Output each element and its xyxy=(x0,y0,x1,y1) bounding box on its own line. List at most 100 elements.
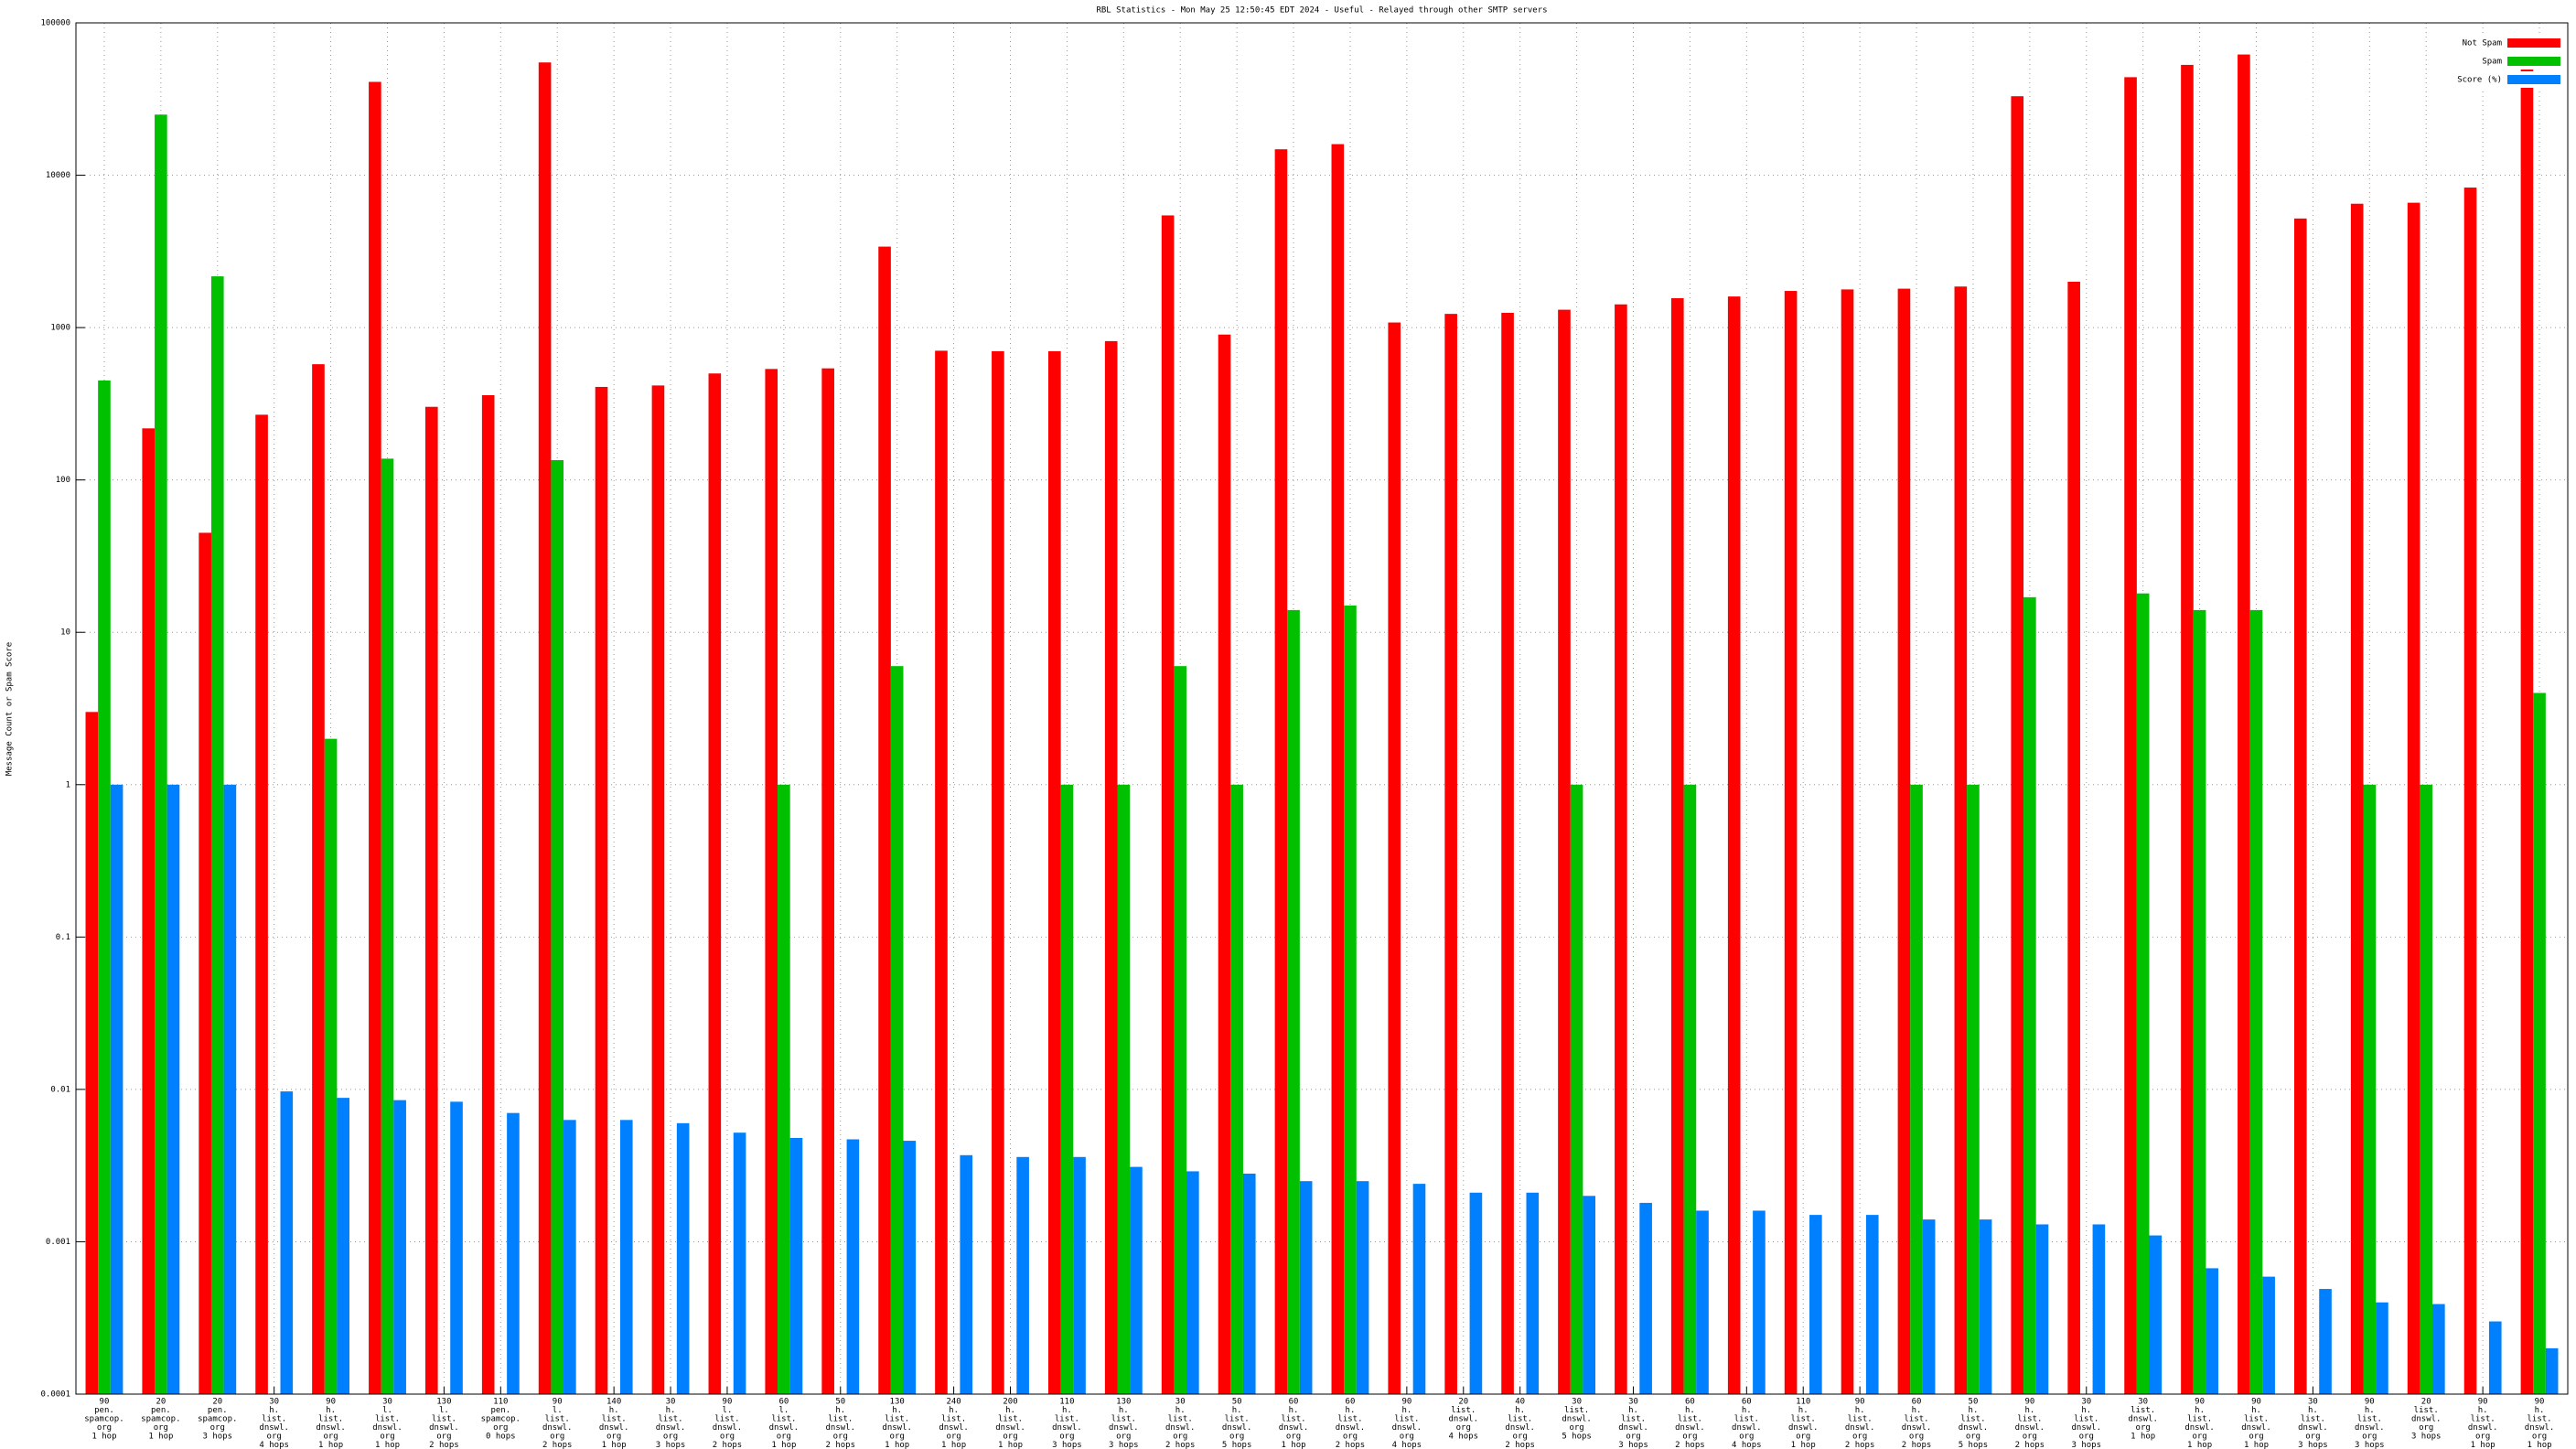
x-tick-label: h. xyxy=(1175,1406,1186,1415)
x-tick-label: list. xyxy=(1281,1415,1305,1424)
bar xyxy=(733,1132,746,1394)
x-tick-label: dnswl. xyxy=(2298,1423,2328,1433)
x-tick-label: 60 xyxy=(1912,1398,1922,1407)
x-tick-label: list. xyxy=(771,1415,796,1424)
x-tick-label: list. xyxy=(545,1415,570,1424)
bar xyxy=(1753,1210,1766,1394)
x-tick-label: dnswl. xyxy=(1618,1423,1648,1433)
x-tick-label: 90 xyxy=(2195,1398,2205,1407)
x-tick-label: h. xyxy=(1798,1406,1809,1415)
bar xyxy=(1469,1192,1483,1394)
y-axis-label: Message Count or Spam Score xyxy=(5,642,15,776)
bar xyxy=(2206,1268,2219,1394)
bar xyxy=(155,114,167,1394)
x-tick-label: l. xyxy=(723,1406,733,1415)
x-tick-label: 90 xyxy=(2365,1398,2375,1407)
x-tick-label: dnswl. xyxy=(1675,1423,1705,1433)
x-tick-label: 4 hops xyxy=(1392,1441,1422,1449)
bar xyxy=(2319,1289,2332,1394)
bar xyxy=(110,784,123,1394)
x-tick-label: dnswl. xyxy=(1562,1415,1592,1424)
bar xyxy=(2262,1276,2275,1394)
x-tick-label: 1 hop xyxy=(2527,1441,2551,1449)
x-tick-label: 2 hops xyxy=(429,1441,459,1449)
bar xyxy=(2432,1304,2445,1394)
x-tick-label: 3 hops xyxy=(1052,1441,1082,1449)
x-tick-label: h. xyxy=(1855,1406,1865,1415)
x-tick-label: dnswl. xyxy=(1732,1423,1762,1433)
y-tick-label: 100000 xyxy=(40,19,70,28)
bar xyxy=(1344,605,1357,1394)
y-tick-label: 100 xyxy=(56,476,70,485)
x-tick-label: 2 hops xyxy=(1902,1441,1932,1449)
x-tick-label: dnswl. xyxy=(1959,1423,1989,1433)
bar xyxy=(821,368,834,1395)
bar xyxy=(1356,1181,1369,1394)
x-tick-label: list. xyxy=(602,1415,627,1424)
bar xyxy=(2545,1347,2559,1394)
x-tick-label: pen. xyxy=(490,1406,510,1415)
x-tick-label: 60 xyxy=(1289,1398,1299,1407)
x-tick-label: list. xyxy=(885,1415,909,1424)
x-tick-label: list. xyxy=(1734,1415,1759,1424)
bar xyxy=(2376,1302,2388,1394)
bar xyxy=(992,350,1004,1394)
x-tick-label: list. xyxy=(2357,1415,2382,1424)
x-tick-label: 20 xyxy=(2421,1398,2431,1407)
x-tick-label: list. xyxy=(2187,1415,2212,1424)
x-tick-label: 240 xyxy=(946,1398,961,1407)
x-tick-label: dnswl. xyxy=(656,1423,686,1433)
x-tick-label: h. xyxy=(1515,1406,1525,1415)
bar xyxy=(369,81,381,1394)
x-tick-label: org xyxy=(1456,1423,1471,1433)
x-tick-label: 140 xyxy=(606,1398,621,1407)
x-tick-label: 110 xyxy=(1059,1398,1074,1407)
x-tick-label: h. xyxy=(892,1406,902,1415)
x-tick-label: org xyxy=(833,1433,848,1442)
x-tick-label: org xyxy=(1116,1433,1131,1442)
x-tick-label: h. xyxy=(1628,1406,1638,1415)
x-tick-label: 90 xyxy=(553,1398,563,1407)
bar xyxy=(2023,596,2036,1394)
x-tick-label: dnswl. xyxy=(2128,1415,2158,1424)
bar xyxy=(2488,1321,2502,1394)
x-tick-label: spamcop. xyxy=(141,1415,180,1424)
x-tick-label: dnswl. xyxy=(372,1423,402,1433)
x-tick-label: 130 xyxy=(1116,1398,1131,1407)
x-tick-label: org xyxy=(1626,1433,1640,1442)
bar xyxy=(2350,203,2364,1395)
x-tick-label: 3 hops xyxy=(1109,1441,1139,1449)
bar xyxy=(2363,784,2377,1394)
y-tick-label: 0.0001 xyxy=(40,1390,70,1400)
y-tick-label: 1000 xyxy=(50,324,70,333)
x-tick-label: org xyxy=(2079,1433,2094,1442)
x-tick-label: org xyxy=(380,1433,394,1442)
bar xyxy=(1130,1166,1143,1394)
bar xyxy=(1615,304,1627,1395)
x-tick-label: dnswl. xyxy=(939,1423,969,1433)
x-tick-label: dnswl. xyxy=(1279,1423,1309,1433)
bar xyxy=(2407,202,2420,1394)
bar xyxy=(846,1139,860,1394)
bar xyxy=(676,1122,690,1394)
x-tick-label: list. xyxy=(432,1415,456,1424)
x-tick-label: list. xyxy=(828,1415,853,1424)
x-tick-label: org xyxy=(2305,1433,2320,1442)
bar xyxy=(312,364,325,1394)
x-tick-label: spamcop. xyxy=(481,1415,521,1424)
x-tick-label: dnswl. xyxy=(1109,1423,1139,1433)
bar xyxy=(2249,609,2263,1394)
x-tick-label: dnswl. xyxy=(882,1423,912,1433)
x-tick-label: org xyxy=(663,1433,678,1442)
x-tick-label: 90 xyxy=(1855,1398,1865,1407)
bar xyxy=(1016,1156,1029,1394)
x-tick-label: 30 xyxy=(1628,1398,1638,1407)
bar xyxy=(2520,64,2534,1395)
x-tick-label: dnswl. xyxy=(1336,1423,1366,1433)
bar xyxy=(1274,149,1288,1395)
bar xyxy=(903,1141,917,1394)
bar xyxy=(564,1120,576,1394)
bar xyxy=(789,1137,803,1394)
bar xyxy=(199,532,211,1394)
